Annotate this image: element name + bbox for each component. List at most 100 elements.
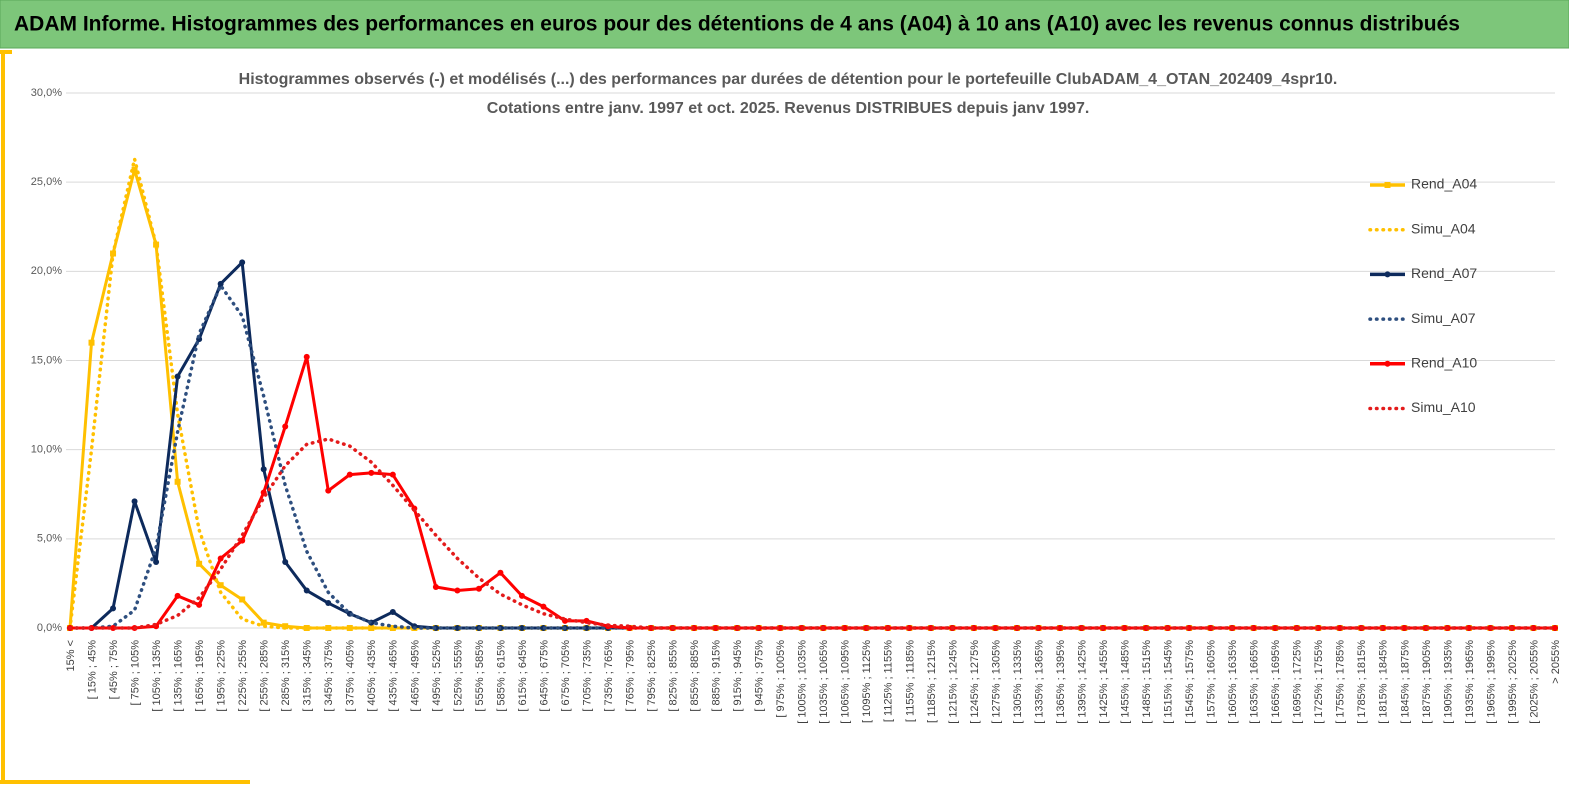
point <box>454 625 461 631</box>
x-tick-label: [ 1935% ; 1965% <box>1464 640 1476 724</box>
x-tick-label: [ 495% ; 525% <box>431 640 443 712</box>
legend-marker <box>1384 271 1391 278</box>
x-tick-label: [ 1995% ; 2025% <box>1507 640 1519 724</box>
point <box>153 241 160 248</box>
chart-title: Cotations entre janv. 1997 et oct. 2025.… <box>487 100 1090 117</box>
point <box>497 569 504 576</box>
x-tick-label: [ 1665% ; 1695% <box>1270 640 1282 724</box>
x-tick-label: [ 1125% ; 1155% <box>883 640 895 722</box>
legend-label: Rend_A07 <box>1411 265 1477 281</box>
point <box>1336 625 1343 631</box>
point <box>217 582 224 589</box>
x-tick-label: [ 1905% ; 1935% <box>1442 640 1454 724</box>
header-title: ADAM Informe. Histogrammes des performan… <box>14 13 1460 36</box>
point <box>110 605 117 612</box>
point <box>110 625 117 631</box>
x-tick-label: [ 1065% ; 1095% <box>840 640 852 724</box>
point <box>196 601 203 608</box>
chart-title: Histogrammes observés (-) et modélisés (… <box>239 71 1338 88</box>
x-tick-label: [ 135% ; 165% <box>173 640 185 712</box>
x-tick-label: > 2055% <box>1550 640 1562 684</box>
point <box>1465 625 1472 631</box>
x-tick-label: [ 1455% ; 1485% <box>1119 640 1131 724</box>
x-tick-label: [ 195% ; 225% <box>216 640 228 712</box>
x-tick-label: [ 435% ; 465% <box>388 640 400 712</box>
header-bar <box>0 0 1569 49</box>
point <box>174 373 181 380</box>
x-tick-label: [ 465% ; 495% <box>409 640 421 712</box>
x-tick-label: [ 345% ; 375% <box>323 640 335 712</box>
point <box>346 471 353 478</box>
x-tick-label: [ 765% ; 795% <box>624 640 636 712</box>
point <box>389 471 396 478</box>
x-tick-label: [ 1875% ; 1905% <box>1421 640 1433 724</box>
x-tick-label: [ 2025% ; 2055% <box>1528 640 1540 724</box>
x-tick-label: [ 75% ; 105% <box>129 640 141 706</box>
point <box>1121 625 1128 631</box>
x-tick-label: [ 975% ; 1005% <box>775 640 787 718</box>
x-tick-label: [ 1185% ; 1215% <box>926 640 938 723</box>
series-line <box>70 355 1555 630</box>
point <box>992 625 999 631</box>
legend-marker <box>1384 182 1391 188</box>
y-tick-label: 30,0% <box>31 87 62 99</box>
point <box>540 603 547 610</box>
x-tick-label: [ 585% ; 615% <box>495 640 507 712</box>
point <box>260 466 267 473</box>
x-tick-label: [ 255% ; 285% <box>259 640 271 712</box>
x-tick-label: [ 1005% ; 1035% <box>797 640 809 724</box>
point <box>1552 625 1558 631</box>
x-tick-label: [ 1425% ; 1455% <box>1098 640 1110 724</box>
point <box>432 583 439 590</box>
point <box>303 625 310 631</box>
x-tick-label: [ 1035% ; 1065% <box>818 640 830 724</box>
point <box>131 498 138 505</box>
x-tick-label: [ 1095% ; 1125% <box>861 640 873 723</box>
point <box>368 625 375 631</box>
x-tick-label: [ 1845% ; 1875% <box>1399 640 1411 724</box>
point <box>153 559 160 566</box>
x-tick-label: [ 165% ; 195% <box>194 640 206 712</box>
x-tick-label: [ 645% ; 675% <box>538 640 550 712</box>
x-tick-label: [ 45% ; 75% <box>108 640 120 700</box>
x-tick-label: [ 1785% ; 1815% <box>1356 640 1368 724</box>
point <box>583 625 590 631</box>
point <box>174 478 181 485</box>
x-tick-label: [ 825% ; 855% <box>668 640 680 712</box>
x-tick-label: [ 795% ; 825% <box>646 640 658 712</box>
point <box>174 592 181 599</box>
x-tick-label: [ 915% ; 945% <box>732 640 744 712</box>
x-tick-label: [ 525% ; 555% <box>452 640 464 712</box>
legend-label: Rend_A04 <box>1411 176 1477 192</box>
point <box>475 585 482 592</box>
point <box>282 623 289 630</box>
point <box>282 559 289 566</box>
point <box>454 587 461 594</box>
x-tick-label: [ 375% ; 405% <box>345 640 357 712</box>
point <box>518 625 525 631</box>
legend-label: Simu_A04 <box>1411 220 1476 236</box>
point <box>239 259 246 266</box>
x-tick-label: [ 855% ; 885% <box>689 640 701 712</box>
point <box>518 592 525 599</box>
x-tick-label: [ 1965% ; 1995% <box>1485 640 1497 724</box>
x-tick-label: [ 555% ; 585% <box>474 640 486 712</box>
x-tick-label: [ 225% ; 255% <box>237 640 249 712</box>
x-tick-label: [ 15% ; 45% <box>86 640 98 700</box>
x-tick-label: [ 1305% ; 1335% <box>1012 640 1024 724</box>
x-tick-label: [ 1755% ; 1785% <box>1335 640 1347 724</box>
legend-label: Rend_A10 <box>1411 355 1477 371</box>
x-tick-label: [ 1725% ; 1755% <box>1313 640 1325 724</box>
x-tick-label: [ 1215% ; 1245% <box>947 640 959 724</box>
x-tick-label: [ 315% ; 345% <box>302 640 314 712</box>
x-tick-label: [ 1335% ; 1365% <box>1033 640 1045 724</box>
x-tick-label: [ 945% ; 975% <box>754 640 766 712</box>
x-tick-label: [ 405% ; 435% <box>366 640 378 712</box>
x-tick-label: 15% < <box>65 640 77 672</box>
series-line <box>70 260 1555 630</box>
series-line <box>68 157 1557 630</box>
y-tick-label: 15,0% <box>31 354 62 366</box>
y-tick-label: 20,0% <box>31 265 62 277</box>
y-tick-label: 25,0% <box>31 176 62 188</box>
